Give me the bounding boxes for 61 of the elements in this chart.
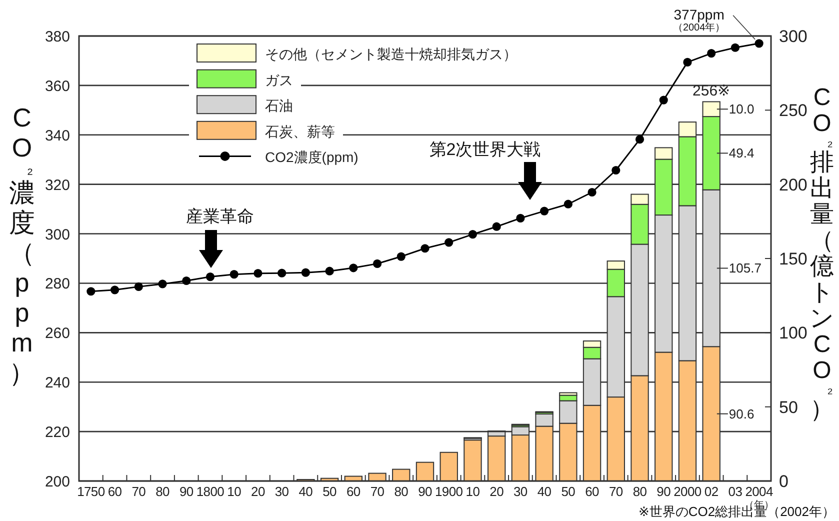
x-tick-label: 2004 xyxy=(745,484,773,499)
annotation: 377ppm （2004年） xyxy=(672,6,726,34)
y-tick-label: 300 xyxy=(44,226,70,244)
x-tick-label: 90 xyxy=(656,484,671,499)
y-tick-label: 240 xyxy=(44,374,70,392)
x-tick-label: 40 xyxy=(537,484,552,499)
legend-label: CO2濃度(ppm) xyxy=(265,149,358,166)
y2-tick-label: 50 xyxy=(779,398,798,417)
y2-tick-label: 0 xyxy=(779,472,788,491)
y2-tick-label: 250 xyxy=(779,101,808,120)
annotation: 産業革命 xyxy=(186,207,254,226)
x-tick-label: 60 xyxy=(585,484,600,499)
legend-label: 石炭、薪等 xyxy=(265,123,335,140)
x-tick-label: 03 xyxy=(728,484,742,499)
x-tick-label: 1800 xyxy=(196,484,224,499)
text: CO₂排出量（億トンCO₂） xyxy=(810,84,834,423)
data-label: 90.6 xyxy=(728,406,754,422)
x-tick-label: 10 xyxy=(466,484,480,499)
x-tick-label: 20 xyxy=(251,484,265,499)
legend-label: ガス xyxy=(265,72,293,88)
x-tick-label: 60 xyxy=(108,484,122,499)
x-tick-label: 40 xyxy=(298,484,313,499)
x-tick-label: 50 xyxy=(561,484,576,499)
x-tick-label: 60 xyxy=(346,484,360,499)
annotation: 第2次世界大戦 xyxy=(429,140,541,159)
x-tick-label: 90 xyxy=(179,484,194,499)
data-label: 10.0 xyxy=(728,102,754,117)
y2-tick-label: 200 xyxy=(779,175,808,194)
x-tick-label: 80 xyxy=(156,484,170,499)
x-tick-label: 30 xyxy=(514,484,528,499)
x-tick-label: 02 xyxy=(704,484,718,499)
y2-tick-label: 100 xyxy=(779,324,808,343)
x-tick-label: 70 xyxy=(608,484,623,499)
x-tick-label: 20 xyxy=(490,484,504,499)
x-tick-label: 1750 xyxy=(77,484,105,499)
y2-tick-label: 150 xyxy=(779,250,808,268)
y2-tick-label: 300 xyxy=(779,27,808,46)
y-tick-label: 320 xyxy=(44,176,70,194)
x-tick-label: 80 xyxy=(394,484,408,499)
x-tick-label: 10 xyxy=(227,484,242,499)
y-tick-label: 260 xyxy=(44,325,70,342)
x-tick-label: 70 xyxy=(132,484,146,499)
x-tick-label: 50 xyxy=(322,484,337,499)
legend-label: その他（セメント製造十焼却排気ガス） xyxy=(265,46,517,62)
x-tick-label: 2000 xyxy=(674,484,702,499)
y-tick-label: 380 xyxy=(44,28,70,46)
y-tick-label: 360 xyxy=(44,78,70,95)
x-tick-label: 1900 xyxy=(434,484,463,499)
text: CO₂濃度（ppm） xyxy=(9,102,35,388)
y-tick-label: 340 xyxy=(44,127,70,144)
y-tick-label: 280 xyxy=(44,276,70,293)
x-tick-label: 30 xyxy=(274,484,289,499)
x-tick-label: 70 xyxy=(370,484,384,499)
data-label: 105.7 xyxy=(728,260,762,276)
total-label: 256※ xyxy=(692,82,730,100)
y-tick-label: 220 xyxy=(44,424,70,442)
legend-label: 石油 xyxy=(265,98,293,114)
x-tick-label: 90 xyxy=(418,484,432,499)
x-tick-label: 80 xyxy=(632,484,647,499)
data-label: 49.4 xyxy=(728,146,754,161)
y-tick-label: 200 xyxy=(44,474,70,490)
